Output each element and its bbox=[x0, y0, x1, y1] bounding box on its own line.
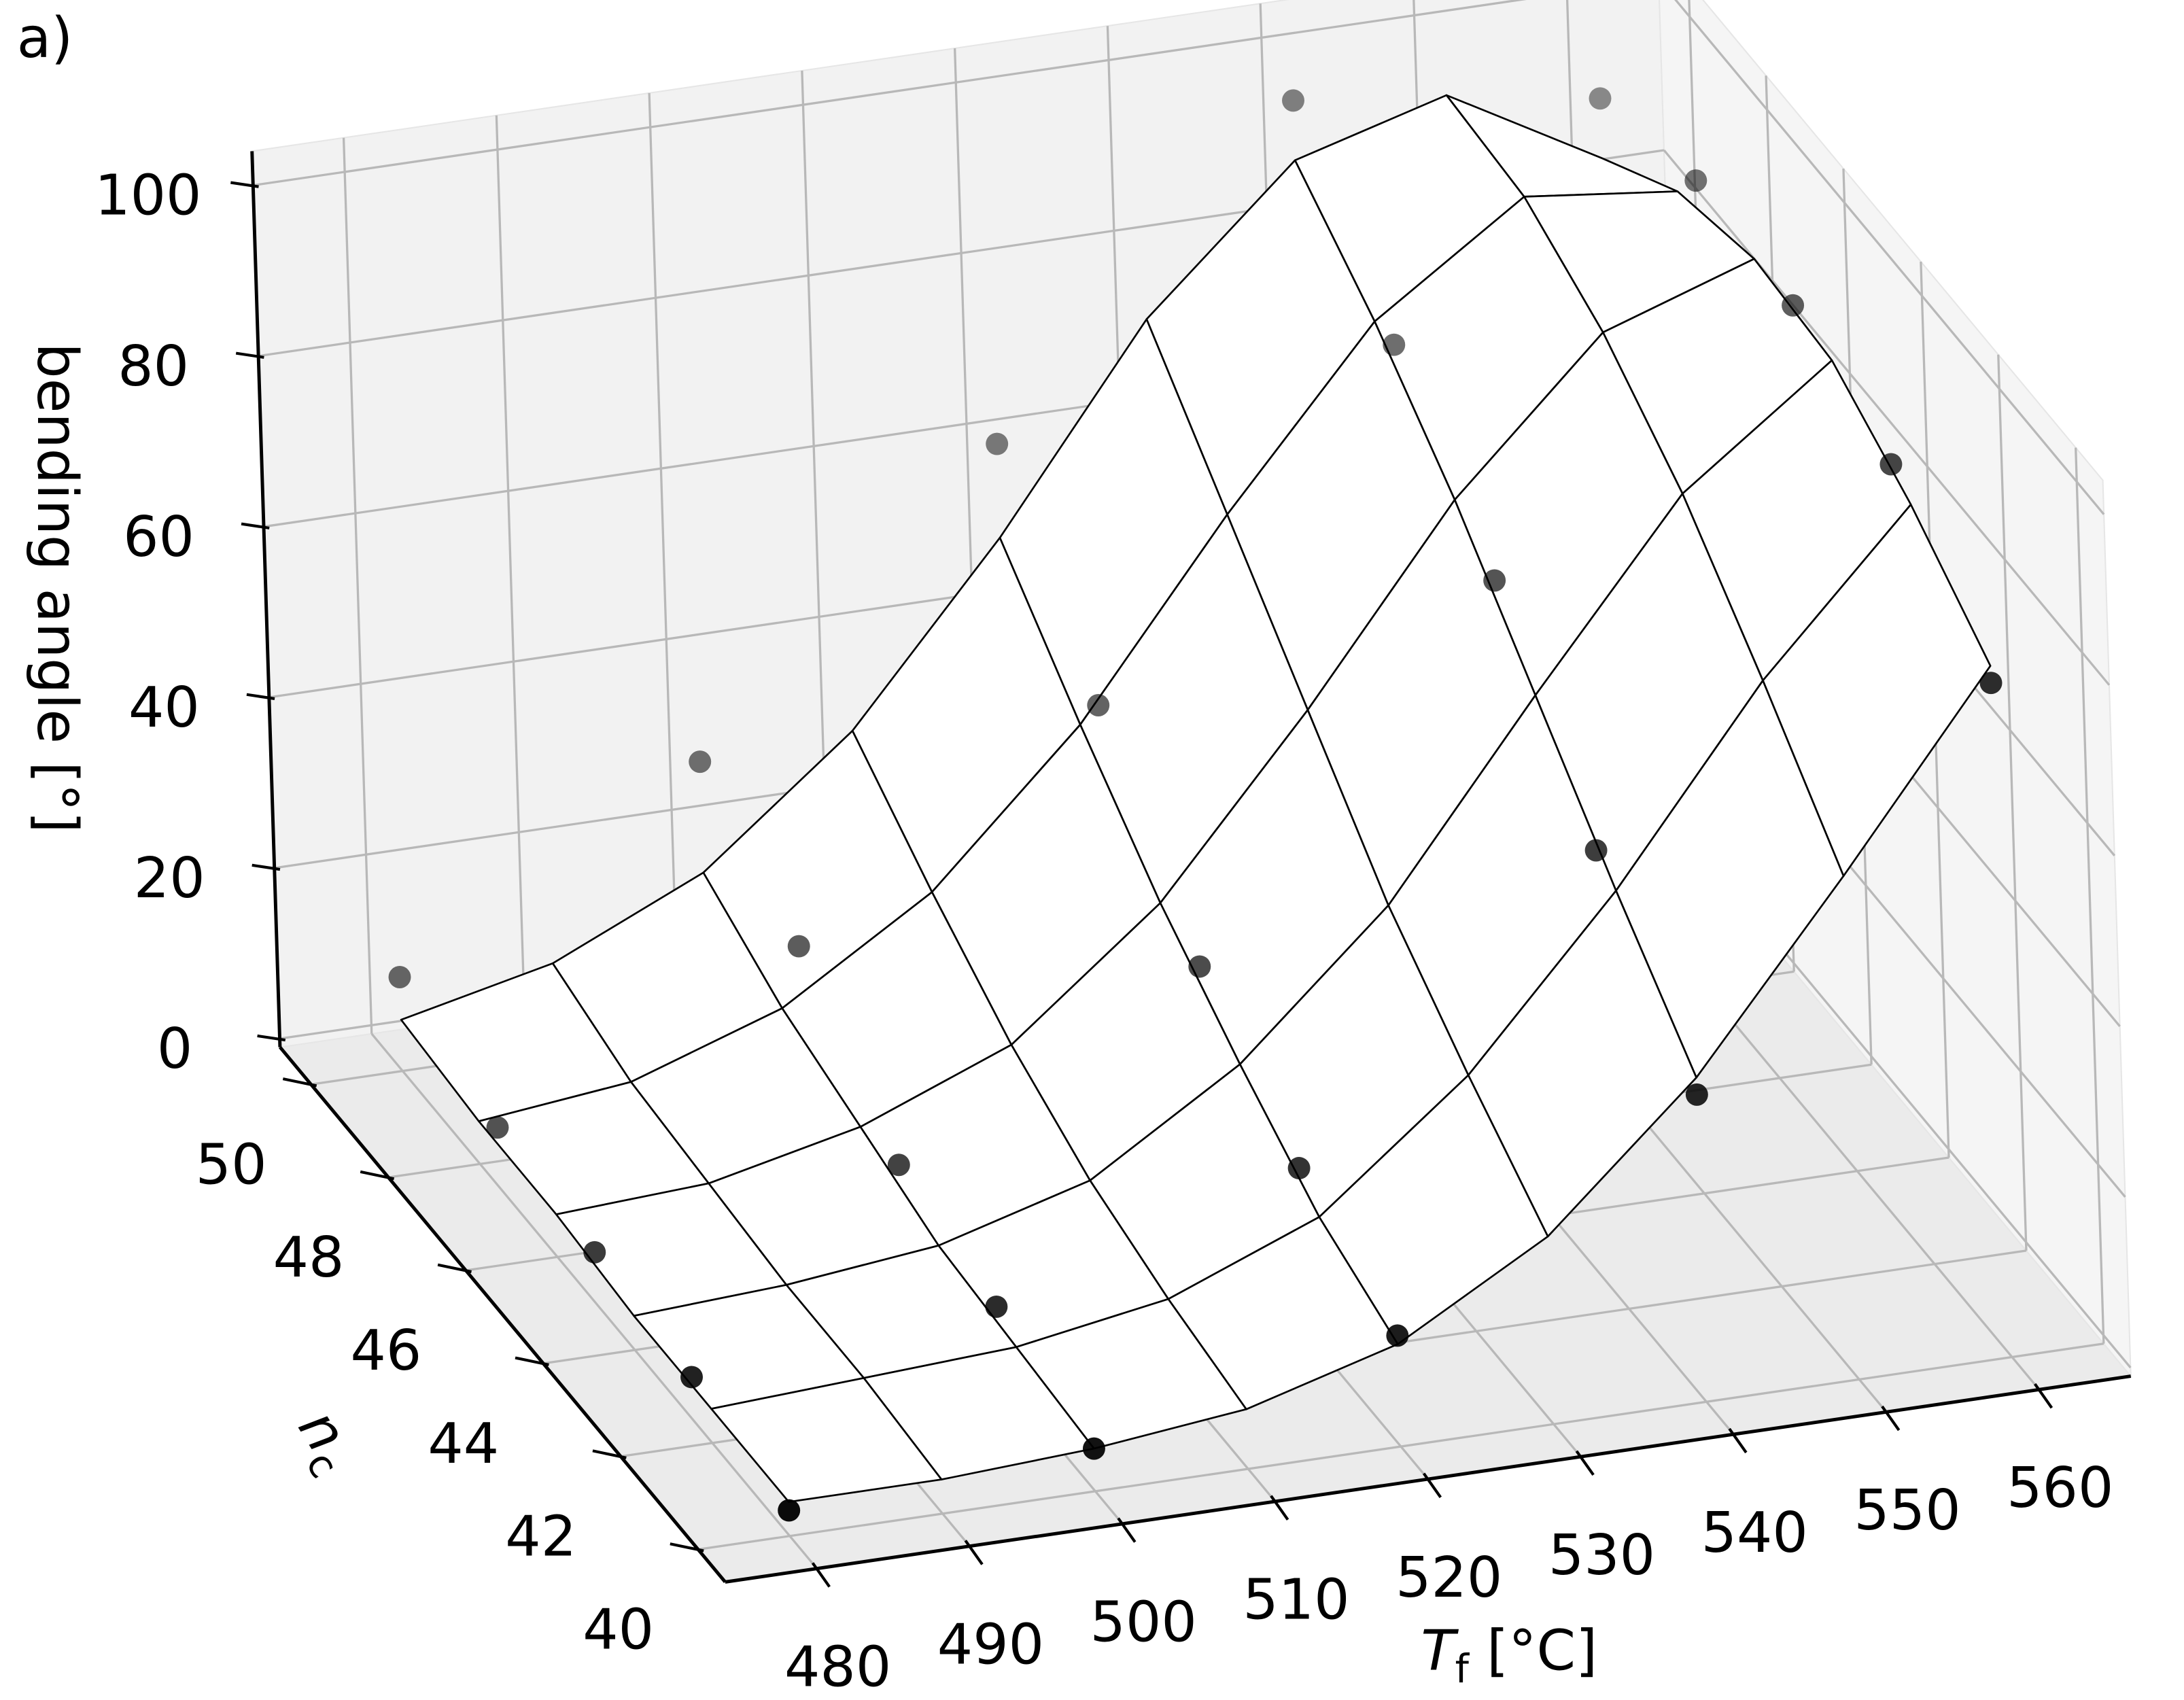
x-tick-label: 530 bbox=[1548, 1523, 1655, 1588]
grid-line bbox=[370, 1033, 818, 1569]
x-tick-label: 510 bbox=[1243, 1568, 1349, 1633]
z-tick-label: 80 bbox=[118, 334, 189, 399]
data-point bbox=[1584, 839, 1608, 862]
y-tick-label: 46 bbox=[350, 1319, 421, 1383]
data-point bbox=[583, 1241, 606, 1264]
data-point bbox=[986, 432, 1009, 455]
data-point bbox=[1383, 333, 1406, 356]
panel-label: a) bbox=[17, 6, 73, 71]
x-tick-label: 480 bbox=[784, 1635, 891, 1699]
x-tick bbox=[1422, 1472, 1442, 1498]
data-point bbox=[689, 750, 712, 774]
x-tick bbox=[964, 1540, 984, 1565]
x-tick bbox=[1881, 1405, 1901, 1432]
x-tick bbox=[1575, 1450, 1595, 1476]
grid-line bbox=[2075, 447, 2105, 1344]
x-tick-label: 490 bbox=[937, 1613, 1044, 1678]
data-point bbox=[1685, 1083, 1708, 1106]
z-tick-label: 40 bbox=[128, 676, 200, 740]
grid-line bbox=[1663, 149, 2111, 686]
x-tick-label: 520 bbox=[1396, 1546, 1502, 1610]
z-axis-line bbox=[250, 151, 282, 1047]
y-tick-label: 40 bbox=[583, 1598, 654, 1663]
x-axis-label: Tf [°C] bbox=[1421, 1619, 1597, 1692]
data-point bbox=[486, 1116, 509, 1139]
data-point bbox=[1087, 694, 1110, 716]
data-point bbox=[778, 1499, 801, 1522]
grid-line bbox=[1674, 0, 2105, 515]
x-label-sub: f bbox=[1455, 1646, 1470, 1692]
data-point bbox=[1782, 294, 1805, 317]
x-tick-label: 540 bbox=[1701, 1501, 1808, 1565]
x-tick bbox=[1117, 1517, 1137, 1543]
grid-line bbox=[342, 137, 373, 1034]
z-tick-label: 0 bbox=[157, 1017, 192, 1081]
surface bbox=[400, 94, 1992, 1503]
y-tick-label: 48 bbox=[273, 1226, 345, 1290]
data-point bbox=[787, 935, 810, 958]
y-axis-line bbox=[279, 1046, 727, 1583]
axes bbox=[230, 151, 2132, 1588]
x-tick-label: 550 bbox=[1854, 1478, 1960, 1543]
y-tick-label: 44 bbox=[428, 1412, 499, 1476]
data-point bbox=[887, 1153, 910, 1177]
data-point bbox=[1589, 87, 1612, 110]
x-tick-label: 500 bbox=[1090, 1591, 1197, 1655]
data-point bbox=[1483, 569, 1506, 592]
x-tick-label: 560 bbox=[2007, 1456, 2113, 1521]
data-point bbox=[1282, 89, 1304, 112]
x-axis-line bbox=[725, 1374, 2132, 1584]
data-point bbox=[1386, 1324, 1409, 1347]
x-tick bbox=[811, 1562, 831, 1588]
x-label-rest: [°C] bbox=[1469, 1619, 1597, 1684]
y-axis-label: nc bbox=[279, 1399, 370, 1486]
x-tick bbox=[2034, 1383, 2053, 1409]
data-point bbox=[1684, 169, 1708, 192]
grid-line bbox=[648, 92, 678, 990]
grid-line bbox=[495, 115, 526, 1011]
data-point bbox=[1082, 1437, 1105, 1460]
grid-line bbox=[1997, 354, 2028, 1251]
z-tick-label: 20 bbox=[134, 846, 205, 911]
grid-line bbox=[253, 0, 1527, 187]
z-tick-label: 100 bbox=[94, 164, 201, 228]
surface-patch bbox=[710, 1376, 943, 1503]
y-tick-label: 42 bbox=[505, 1505, 576, 1569]
x-label-main: T bbox=[1421, 1619, 1459, 1684]
data-point bbox=[680, 1366, 704, 1389]
x-tick bbox=[1728, 1427, 1748, 1454]
data-point bbox=[1979, 672, 2003, 695]
z-axis-label: bending angle [°] bbox=[24, 343, 89, 833]
data-point bbox=[1879, 453, 1903, 476]
y-tick-label: 50 bbox=[196, 1132, 267, 1197]
x-tick bbox=[1270, 1495, 1289, 1521]
scatter bbox=[388, 87, 2003, 1522]
data-point bbox=[1287, 1157, 1311, 1180]
data-point bbox=[388, 966, 411, 988]
grid-line bbox=[697, 1342, 2104, 1551]
data-point bbox=[985, 1295, 1008, 1318]
z-tick-label: 60 bbox=[123, 505, 194, 570]
data-point bbox=[1188, 955, 1211, 978]
